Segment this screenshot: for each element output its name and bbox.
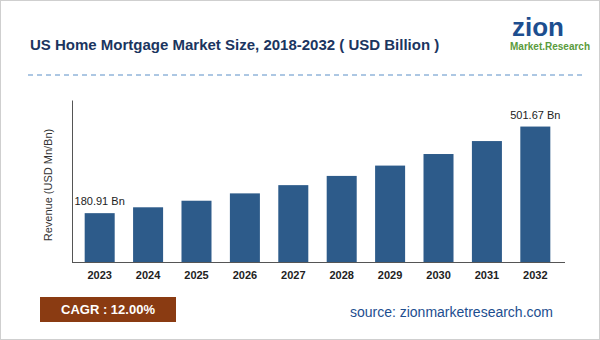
- y-axis-line: [72, 101, 73, 263]
- y-axis: [72, 101, 73, 263]
- logo-text: zion: [512, 12, 564, 42]
- x-tick-label: 2023: [87, 269, 111, 281]
- bar: [278, 185, 308, 262]
- x-tick-label: 2025: [184, 269, 208, 281]
- data-labels: 180.91 Bn 501.67 Bn: [75, 109, 561, 208]
- bar: [472, 141, 502, 262]
- x-tick: 2023: [87, 262, 111, 281]
- x-tick-label: 2031: [475, 269, 499, 281]
- logo-subtext: Market.Research: [510, 41, 590, 52]
- x-tick: 2027: [281, 262, 305, 281]
- x-tick-label: 2029: [378, 269, 402, 281]
- x-tick: 2030: [426, 262, 450, 281]
- x-tick-label: 2032: [523, 269, 547, 281]
- bar: [230, 193, 260, 262]
- cagr-text: CAGR : 12.00%: [61, 302, 155, 317]
- bars: [85, 127, 551, 262]
- x-tick: 2026: [233, 262, 257, 281]
- x-tick-label: 2027: [281, 269, 305, 281]
- y-axis-title: Revenue (USD Mn/Bn): [42, 129, 54, 242]
- separator: [28, 75, 582, 76]
- x-tick: 2031: [475, 262, 499, 281]
- bar: [520, 127, 550, 262]
- bar: [327, 176, 357, 262]
- x-axis-line: [72, 262, 565, 263]
- bar: [133, 207, 163, 262]
- chart: US Home Mortgage Market Size, 2018-2032 …: [0, 0, 600, 340]
- bar: [375, 166, 405, 262]
- bar: [85, 213, 115, 262]
- x-tick-label: 2030: [426, 269, 450, 281]
- frame: [1, 1, 600, 340]
- x-tick: 2032: [523, 262, 547, 281]
- x-tick-label: 2024: [136, 269, 161, 281]
- x-tick: 2024: [136, 262, 161, 281]
- x-tick-label: 2028: [329, 269, 353, 281]
- source: source: zionmarketresearch.com: [350, 304, 553, 320]
- data-label: 501.67 Bn: [510, 109, 560, 121]
- cagr-box: [40, 297, 176, 322]
- x-tick: 2028: [329, 262, 353, 281]
- bar: [424, 154, 454, 262]
- data-label: 180.91 Bn: [75, 195, 125, 207]
- x-axis: 2023 2024 2025 2026 2027 2028 2029 2030 2031 2032: [72, 262, 565, 281]
- x-tick: 2029: [378, 262, 402, 281]
- x-tick: 2025: [184, 262, 208, 281]
- bar: [181, 201, 211, 262]
- title: US Home Mortgage Market Size, 2018-2032 …: [30, 36, 439, 53]
- x-tick-label: 2026: [233, 269, 257, 281]
